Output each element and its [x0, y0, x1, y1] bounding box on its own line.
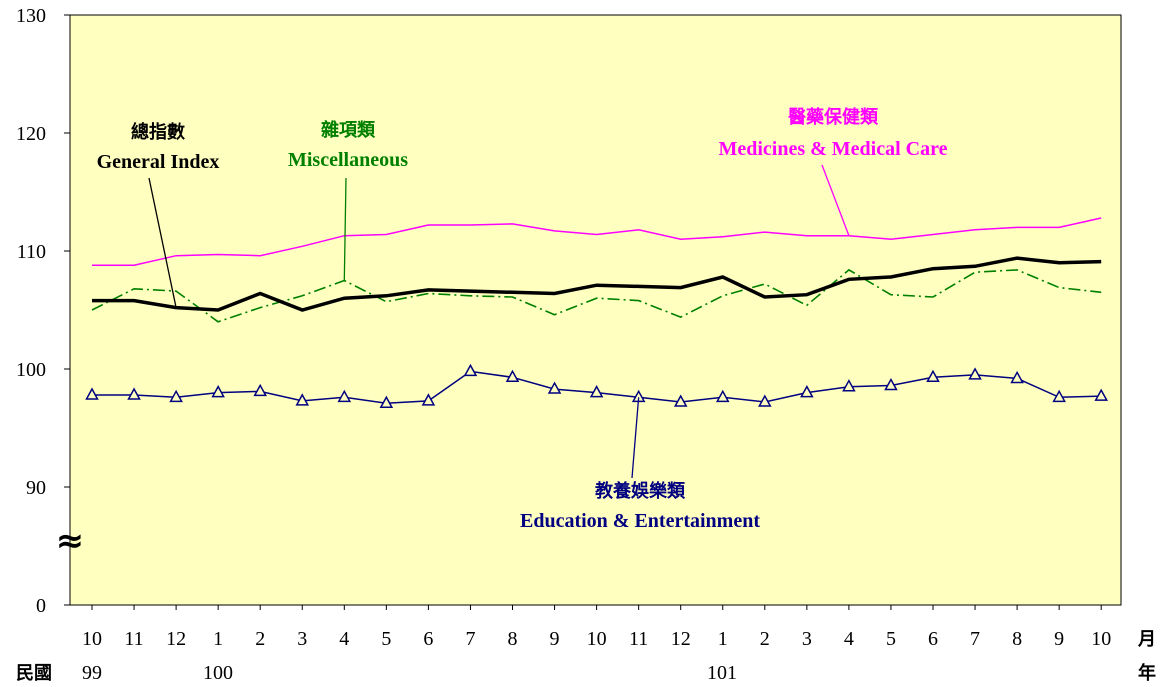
callout-line [343, 177, 347, 281]
callout-line [148, 177, 177, 308]
x-tick-label: 7 [970, 628, 980, 650]
year-prefix-label: 民國 [16, 663, 52, 684]
y-tick-label: 130 [16, 5, 46, 27]
x-tick-label: 11 [124, 628, 143, 650]
general-index-label-en: General Index [97, 151, 220, 173]
series-point-marker [926, 369, 940, 383]
x-tick-label: 7 [465, 628, 475, 650]
x-tick-label: 4 [339, 628, 349, 650]
x-tick-label: 9 [1054, 628, 1064, 650]
y-tick-label: 0 [36, 595, 46, 617]
series-point-marker [800, 385, 814, 398]
plot-area [69, 14, 1122, 606]
series-point-marker [337, 389, 352, 403]
series-line [91, 268, 1102, 323]
x-tick-label: 8 [1012, 628, 1022, 650]
x-tick-label: 6 [928, 628, 938, 650]
x-tick-label: 6 [423, 628, 433, 650]
x-tick-label: 10 [1091, 628, 1111, 650]
x-tick-label: 5 [886, 628, 896, 650]
callout-line [821, 164, 850, 236]
x-tick-label: 12 [166, 628, 186, 650]
x-tick-label: 4 [844, 628, 854, 650]
series-point-marker [421, 393, 436, 406]
year-suffix-label: 年 [1138, 662, 1156, 684]
series-point-marker [253, 383, 267, 397]
y-tick-label: 90 [26, 477, 46, 499]
medicines-label-en: Medicines & Medical Care [718, 138, 947, 160]
x-tick-label: 3 [802, 628, 812, 650]
series-point-marker [547, 381, 562, 394]
year-label-101: 101 [707, 662, 737, 684]
series-point-marker [968, 367, 982, 380]
series-point-marker [884, 377, 898, 391]
series-point-marker [295, 393, 310, 406]
series-point-marker [1094, 388, 1108, 401]
series-point-marker [673, 394, 688, 407]
callout-lines [148, 164, 850, 479]
y-tick-label: 120 [16, 123, 46, 145]
series-line [92, 217, 1102, 266]
x-tick-label: 10 [82, 628, 102, 650]
education-label-zh: 教養娛樂類 [595, 480, 686, 502]
series-point-marker [211, 385, 225, 398]
series-point-marker [715, 389, 730, 403]
series-line [92, 256, 1102, 312]
series-point-marker [85, 387, 99, 400]
series-point-marker [589, 385, 604, 398]
x-tick-label: 12 [671, 628, 691, 650]
year-label-99: 99 [82, 662, 102, 684]
x-tick-label: 8 [508, 628, 518, 650]
medicines-label-zh: 醫藥保健類 [788, 106, 879, 128]
x-tick-label: 3 [297, 628, 307, 650]
series-point-marker [379, 395, 394, 408]
miscellaneous-label-zh: 雜項類 [321, 119, 376, 141]
y-tick-label: 100 [16, 359, 46, 381]
series-point-marker [169, 389, 183, 403]
y-tick-label: 110 [17, 241, 46, 263]
x-tick-label: 5 [381, 628, 391, 650]
series-point-marker [842, 379, 856, 392]
series-point-marker [463, 363, 478, 377]
series-point-marker [758, 394, 772, 407]
series-point-marker [505, 369, 520, 383]
x-tick-label: 2 [255, 628, 265, 650]
year-label-100: 100 [203, 662, 233, 684]
education-label-en: Education & Entertainment [520, 510, 760, 532]
x-tick-label: 2 [760, 628, 770, 650]
series-point-marker [127, 387, 141, 400]
x-tick-label: 10 [587, 628, 607, 650]
miscellaneous-label-en: Miscellaneous [288, 149, 408, 171]
series-point-marker [1052, 389, 1066, 403]
x-tick-label: 1 [213, 628, 223, 650]
series-point-marker [1010, 370, 1024, 384]
x-tick-label: 1 [718, 628, 728, 650]
callout-line [631, 397, 640, 479]
axis-break-symbol: ≈ [56, 521, 85, 561]
x-tick-label: 9 [550, 628, 560, 650]
x-tick-label: 11 [629, 628, 648, 650]
month-suffix-label: 月 [1137, 629, 1156, 650]
y-axis-ticks: 0 90 100 110 120 130 [16, 5, 70, 617]
general-index-label-zh: 總指數 [131, 121, 185, 143]
x-axis-labels: 10 11 12 1 2 3 4 5 6 7 8 9 10 11 12 1 2 3 4 5 6 7 8 9 10 [82, 605, 1111, 650]
